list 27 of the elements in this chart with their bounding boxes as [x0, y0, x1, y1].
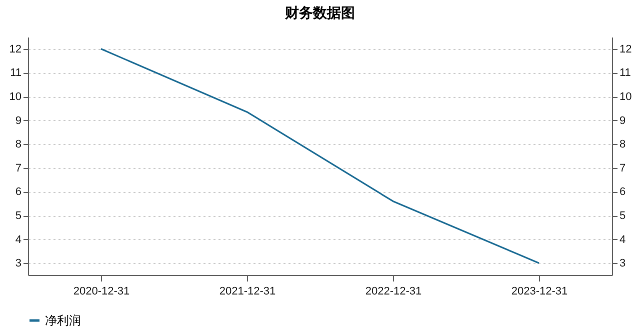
y-tick-label: 8: [15, 138, 22, 151]
x-tick-label: 2020-12-31: [73, 286, 130, 298]
legend-label: 净利润: [45, 314, 81, 328]
y2-tick-label: 5: [620, 210, 626, 222]
y2-tick-label: 3: [620, 258, 626, 270]
y2-tick-label: 10: [620, 91, 632, 103]
y-tick-label: 6: [15, 186, 22, 198]
y2-tick-label: 11: [620, 67, 631, 80]
y2-tick-label: 6: [620, 186, 626, 198]
y-tick-label: 10: [9, 91, 22, 103]
y2-tick-label: 7: [620, 162, 626, 174]
line-series: [100, 48, 540, 264]
y-tick-label: 12: [9, 43, 22, 56]
y-tick-label: 11: [10, 67, 22, 80]
y2-tick-label: 4: [620, 234, 626, 246]
y2-tick-label: 9: [620, 114, 626, 127]
x-tick-label: 2021-12-31: [219, 286, 276, 298]
y-tick-label: 5: [15, 210, 22, 222]
y2-tick-label: 12: [620, 43, 632, 56]
y-tick-label: 9: [15, 114, 22, 127]
chart-title: 财务数据图: [284, 4, 355, 20]
y-tick-label: 7: [15, 162, 22, 174]
x-tick-label: 2023-12-31: [511, 286, 568, 298]
x-tick-label: 2022-12-31: [365, 286, 422, 298]
y-tick-label: 4: [15, 234, 22, 246]
y2-tick-label: 8: [620, 138, 626, 151]
y-tick-label: 3: [15, 258, 22, 270]
